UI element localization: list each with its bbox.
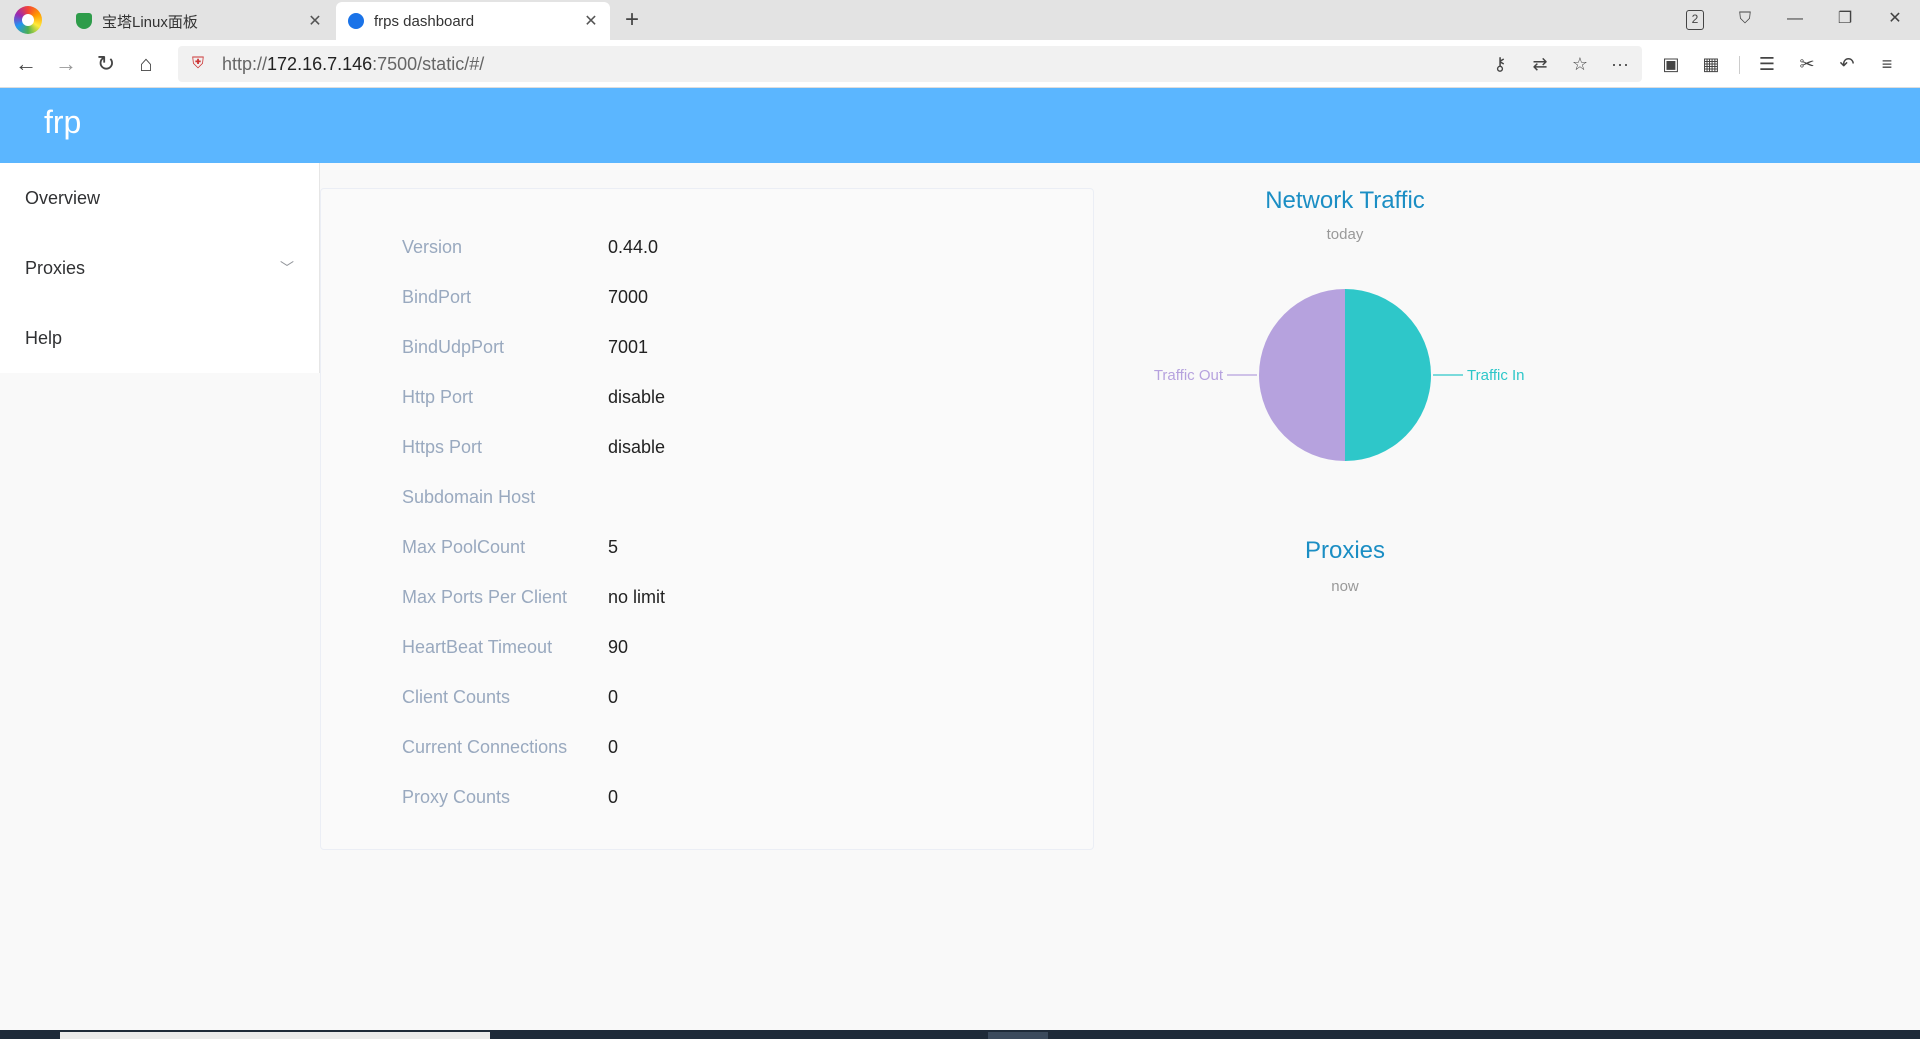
info-row-proxy-counts: Proxy Counts 0	[402, 782, 1062, 812]
shield-favicon-icon	[76, 13, 92, 29]
taskbar-item[interactable]	[60, 1032, 490, 1039]
info-value: 7000	[608, 287, 649, 307]
browser-tab-frps-dashboard[interactable]: frps dashboard ✕	[336, 2, 610, 40]
info-row-bindport: BindPort 7000	[402, 282, 1062, 312]
pie-label: Traffic In	[1467, 367, 1525, 384]
sidebar-item-overview[interactable]: Overview	[0, 163, 320, 233]
close-tab-icon[interactable]: ✕	[584, 13, 598, 30]
browser-tab-bt-panel[interactable]: 宝塔Linux面板 ✕	[64, 2, 334, 40]
insecure-shield-icon[interactable]: ⛨	[191, 55, 204, 72]
chevron-down-icon: ﹀	[280, 260, 294, 276]
info-label: BindPort	[402, 287, 472, 307]
app-header: frp	[0, 88, 1920, 163]
reload-icon[interactable]: ↻	[96, 51, 116, 76]
info-value: no limit	[608, 587, 666, 607]
tab-title: 宝塔Linux面板	[102, 13, 198, 31]
sidebar-item-label: Help	[25, 328, 63, 348]
reading-mode-icon[interactable]: ▣	[1662, 54, 1680, 74]
info-label: Http Port	[402, 387, 474, 407]
window-close-icon[interactable]: ✕	[1888, 10, 1902, 27]
pie-slice-traffic-out[interactable]	[1259, 289, 1345, 461]
star-icon[interactable]: ☆	[1571, 54, 1589, 74]
info-label: BindUdpPort	[402, 337, 505, 357]
info-label: Current Connections	[402, 737, 568, 757]
minimize-icon[interactable]: —	[1787, 10, 1803, 27]
info-row-max-poolcount: Max PoolCount 5	[402, 532, 1062, 562]
menu-icon[interactable]: ≡	[1881, 54, 1893, 74]
info-row-subdomain-host: Subdomain Host	[402, 482, 1062, 512]
translate-icon[interactable]: ⇄	[1532, 54, 1548, 74]
url-scheme: http://	[222, 54, 268, 74]
tab-title: frps dashboard	[374, 12, 475, 30]
browser-logo-icon	[14, 6, 42, 34]
pie-slice-traffic-in[interactable]	[1345, 289, 1431, 461]
info-row-client-counts: Client Counts 0	[402, 682, 1062, 712]
info-row-version: Version 0.44.0	[402, 232, 1062, 262]
proxies-chart-subtitle: now	[1331, 578, 1359, 595]
info-row-current-connections: Current Connections 0	[402, 732, 1062, 762]
info-label: Subdomain Host	[402, 487, 536, 507]
info-label: Max Ports Per Client	[402, 587, 568, 607]
traffic-chart-title: Network Traffic	[1265, 187, 1425, 214]
url-text[interactable]: http://172.16.7.146:7500/static/#/	[222, 46, 484, 82]
sidebar-item-label: Proxies	[25, 258, 86, 278]
info-row-bindudpport: BindUdpPort 7001	[402, 332, 1062, 362]
proxies-chart-title: Proxies	[1304, 537, 1386, 564]
undo-icon[interactable]: ↶	[1839, 54, 1855, 74]
info-value: 0.44.0	[608, 237, 659, 257]
server-info-panel: Version 0.44.0 BindPort 7000 BindUdpPort…	[320, 188, 1094, 850]
traffic-chart-subtitle: today	[1326, 226, 1364, 243]
info-value: disable	[608, 437, 666, 457]
info-row-max-ports-per-client: Max Ports Per Client no limit	[402, 582, 1062, 612]
back-arrow-icon[interactable]: ←	[15, 51, 37, 76]
sidebar-item-help[interactable]: Help	[0, 303, 320, 373]
info-label: Https Port	[402, 437, 483, 457]
info-value: 0	[608, 737, 619, 757]
info-value: 0	[608, 687, 619, 707]
traffic-pie-chart: Traffic In Traffic Out	[1154, 289, 1525, 461]
browser-toolbar: ← → ↻ ⌂ ⛨ http://172.16.7.146:7500/stati…	[0, 40, 1920, 88]
app-logo[interactable]: frp	[44, 104, 82, 140]
url-path: :7500/static/#/	[372, 54, 485, 74]
info-value: 7001	[608, 337, 649, 357]
os-taskbar	[0, 1030, 1920, 1039]
apps-grid-icon[interactable]: ▦	[1702, 54, 1720, 74]
favorites-list-icon[interactable]: ☰	[1758, 54, 1776, 74]
scissors-icon[interactable]: ✂	[1799, 54, 1815, 74]
sidebar-item-label: Overview	[25, 188, 101, 208]
close-tab-icon[interactable]: ✕	[308, 13, 322, 30]
info-value: 5	[608, 537, 619, 557]
info-value: 90	[608, 637, 629, 657]
address-bar[interactable]: ⛨ http://172.16.7.146:7500/static/#/ ⚷ ⇄…	[178, 46, 1642, 82]
restore-icon[interactable]: ❐	[1837, 10, 1853, 27]
sidebar-item-proxies[interactable]: Proxies ﹀	[0, 233, 320, 303]
info-label: HeartBeat Timeout	[402, 637, 553, 657]
shirt-skin-icon[interactable]: ⛉	[1738, 10, 1751, 27]
frp-favicon-icon	[348, 13, 364, 29]
info-label: Version	[402, 237, 463, 257]
info-value: 0	[608, 787, 619, 807]
info-label: Max PoolCount	[402, 537, 526, 557]
key-icon[interactable]: ⚷	[1493, 54, 1507, 74]
window-count-badge: 2	[1686, 10, 1704, 30]
info-value: disable	[608, 387, 666, 407]
sidebar: Overview Proxies ﹀ Help	[0, 163, 320, 373]
info-label: Proxy Counts	[402, 787, 511, 807]
url-host: 172.16.7.146	[267, 54, 373, 74]
info-row-http-port: Http Port disable	[402, 382, 1062, 412]
pie-label: Traffic Out	[1154, 367, 1224, 384]
info-row-heartbeat-timeout: HeartBeat Timeout 90	[402, 632, 1062, 662]
more-icon[interactable]: ···	[1611, 54, 1629, 74]
toolbar-separator	[1739, 56, 1740, 74]
browser-tab-bar: 宝塔Linux面板 ✕ frps dashboard ✕ + 2 ⛉ — ❐ ✕	[0, 0, 1920, 40]
taskbar-item[interactable]	[988, 1032, 1048, 1039]
info-row-https-port: Https Port disable	[402, 432, 1062, 462]
home-icon[interactable]: ⌂	[139, 51, 153, 76]
new-tab-button[interactable]: +	[624, 6, 639, 33]
window-count-button[interactable]: 2	[1675, 4, 1715, 34]
info-label: Client Counts	[402, 687, 511, 707]
forward-arrow-icon[interactable]: →	[55, 51, 77, 76]
